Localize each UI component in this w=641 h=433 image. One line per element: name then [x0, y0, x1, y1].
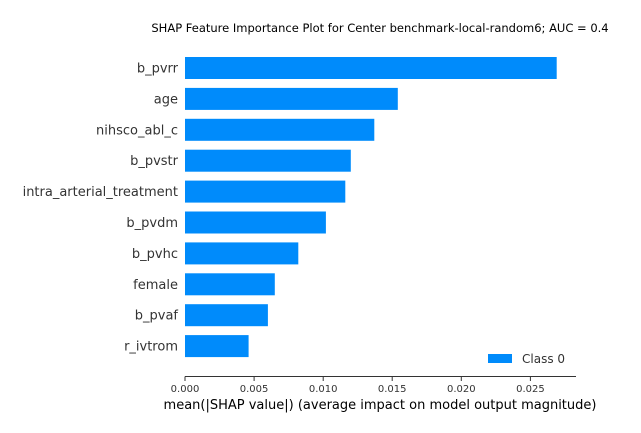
y-label-b_pvaf: b_pvaf: [135, 309, 179, 324]
x-tick-label: 0.020: [447, 384, 476, 395]
y-label-b_pvdm: b_pvdm: [126, 216, 178, 231]
legend-label: Class 0: [522, 352, 565, 366]
y-label-nihsco_abl_c: nihsco_abl_c: [96, 123, 178, 138]
bar-b_pvrr: [185, 57, 557, 79]
x-axis-label: mean(|SHAP value|) (average impact on mo…: [164, 398, 597, 413]
y-label-age: age: [154, 92, 178, 107]
y-label-b_pvhc: b_pvhc: [132, 247, 178, 262]
bar-b_pvaf: [185, 304, 268, 327]
legend-swatch: [488, 354, 512, 363]
x-tick-label: 0.025: [516, 384, 545, 395]
bar-female: [185, 273, 275, 296]
x-tick-label: 0.010: [309, 384, 338, 395]
x-tick-label: 0.015: [378, 384, 407, 395]
x-tick-label: 0.000: [171, 384, 200, 395]
bar-age: [185, 87, 398, 110]
y-label-female: female: [133, 278, 178, 293]
bar-r_ivtrom: [185, 335, 249, 358]
bar-b_pvstr: [185, 149, 351, 172]
bar-nihsco_abl_c: [185, 118, 375, 141]
chart-title: SHAP Feature Importance Plot for Center …: [151, 21, 608, 35]
legend: Class 0: [488, 352, 565, 366]
bar-intra_arterial_treatment: [185, 180, 346, 203]
y-label-b_pvstr: b_pvstr: [130, 154, 179, 169]
x-axis-ticks: 0.000 0.005 0.010 0.015 0.020 0.025: [171, 376, 545, 395]
y-label-intra_arterial_treatment: intra_arterial_treatment: [23, 185, 178, 200]
y-label-r_ivtrom: r_ivtrom: [124, 340, 178, 355]
bars-group: [185, 57, 557, 358]
x-tick-label: 0.005: [240, 384, 269, 395]
y-label-b_pvrr: b_pvrr: [137, 62, 179, 77]
bar-b_pvdm: [185, 211, 326, 234]
bar-b_pvhc: [185, 242, 299, 265]
